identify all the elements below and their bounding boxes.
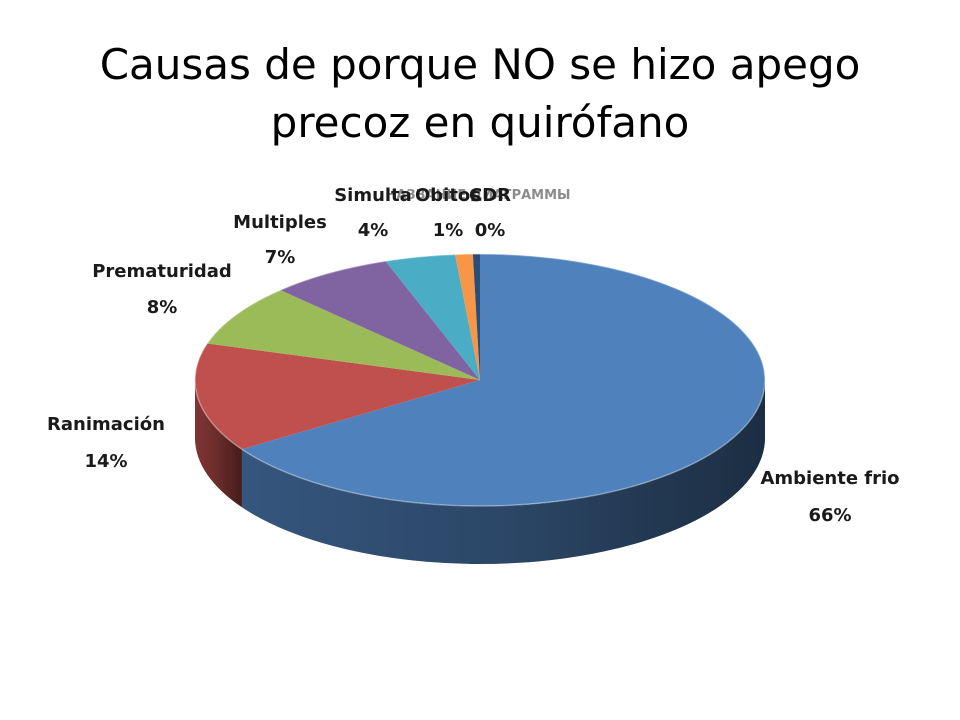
pie-side-ambiente-frio-shade <box>241 380 765 564</box>
pie-slice-prematuridad <box>207 290 480 380</box>
slice-value-simulta: 4% <box>358 220 389 241</box>
slide-title-line-1: Causas de porque NO se hizo apego <box>99 40 861 89</box>
pie-slice-simulta <box>385 254 480 380</box>
slide-title-line-2: precoz en quirófano <box>270 98 690 147</box>
pie-slice-ranimaci-n <box>194 343 480 450</box>
slice-label-multiples: Multiples <box>233 212 327 233</box>
pie-slice-ambiente-frio <box>241 254 766 506</box>
slice-label-prematuridad: Prematuridad <box>92 261 232 282</box>
pie-slice-multiples <box>280 261 480 380</box>
pie-slice-obitos <box>455 254 480 380</box>
slice-value-prematuridad: 8% <box>147 297 178 318</box>
slice-value-multiples: 7% <box>265 247 296 268</box>
slice-label-obitos: Obitos <box>415 185 481 206</box>
pie-labels: Ambiente frio 66% Ranimación 14% Prematurida… <box>47 185 900 526</box>
slice-label-ranimaci-n: Ranimación <box>47 414 165 435</box>
slice-label-ambiente-frio: Ambiente frio <box>760 468 899 489</box>
slice-value-cdr: 0% <box>475 220 506 241</box>
pie-slice-cdr <box>472 254 480 380</box>
chart-title: НАЗВАНИЕ ДИАГРАММЫ <box>385 188 570 203</box>
slice-value-ranimaci-n: 14% <box>84 451 127 472</box>
slice-label-cdr: CDR <box>469 185 511 206</box>
slide-title: Causas de porque NO se hizo apego precoz… <box>40 36 920 152</box>
pie-rim <box>194 253 766 507</box>
pie-side-ranimaci-n-shade <box>195 380 242 508</box>
slice-value-ambiente-frio: 66% <box>808 505 851 526</box>
slice-label-simulta: Simulta <box>334 185 412 206</box>
pie-sides <box>195 380 765 564</box>
pie-tops <box>194 253 766 507</box>
slice-value-obitos: 1% <box>433 220 464 241</box>
